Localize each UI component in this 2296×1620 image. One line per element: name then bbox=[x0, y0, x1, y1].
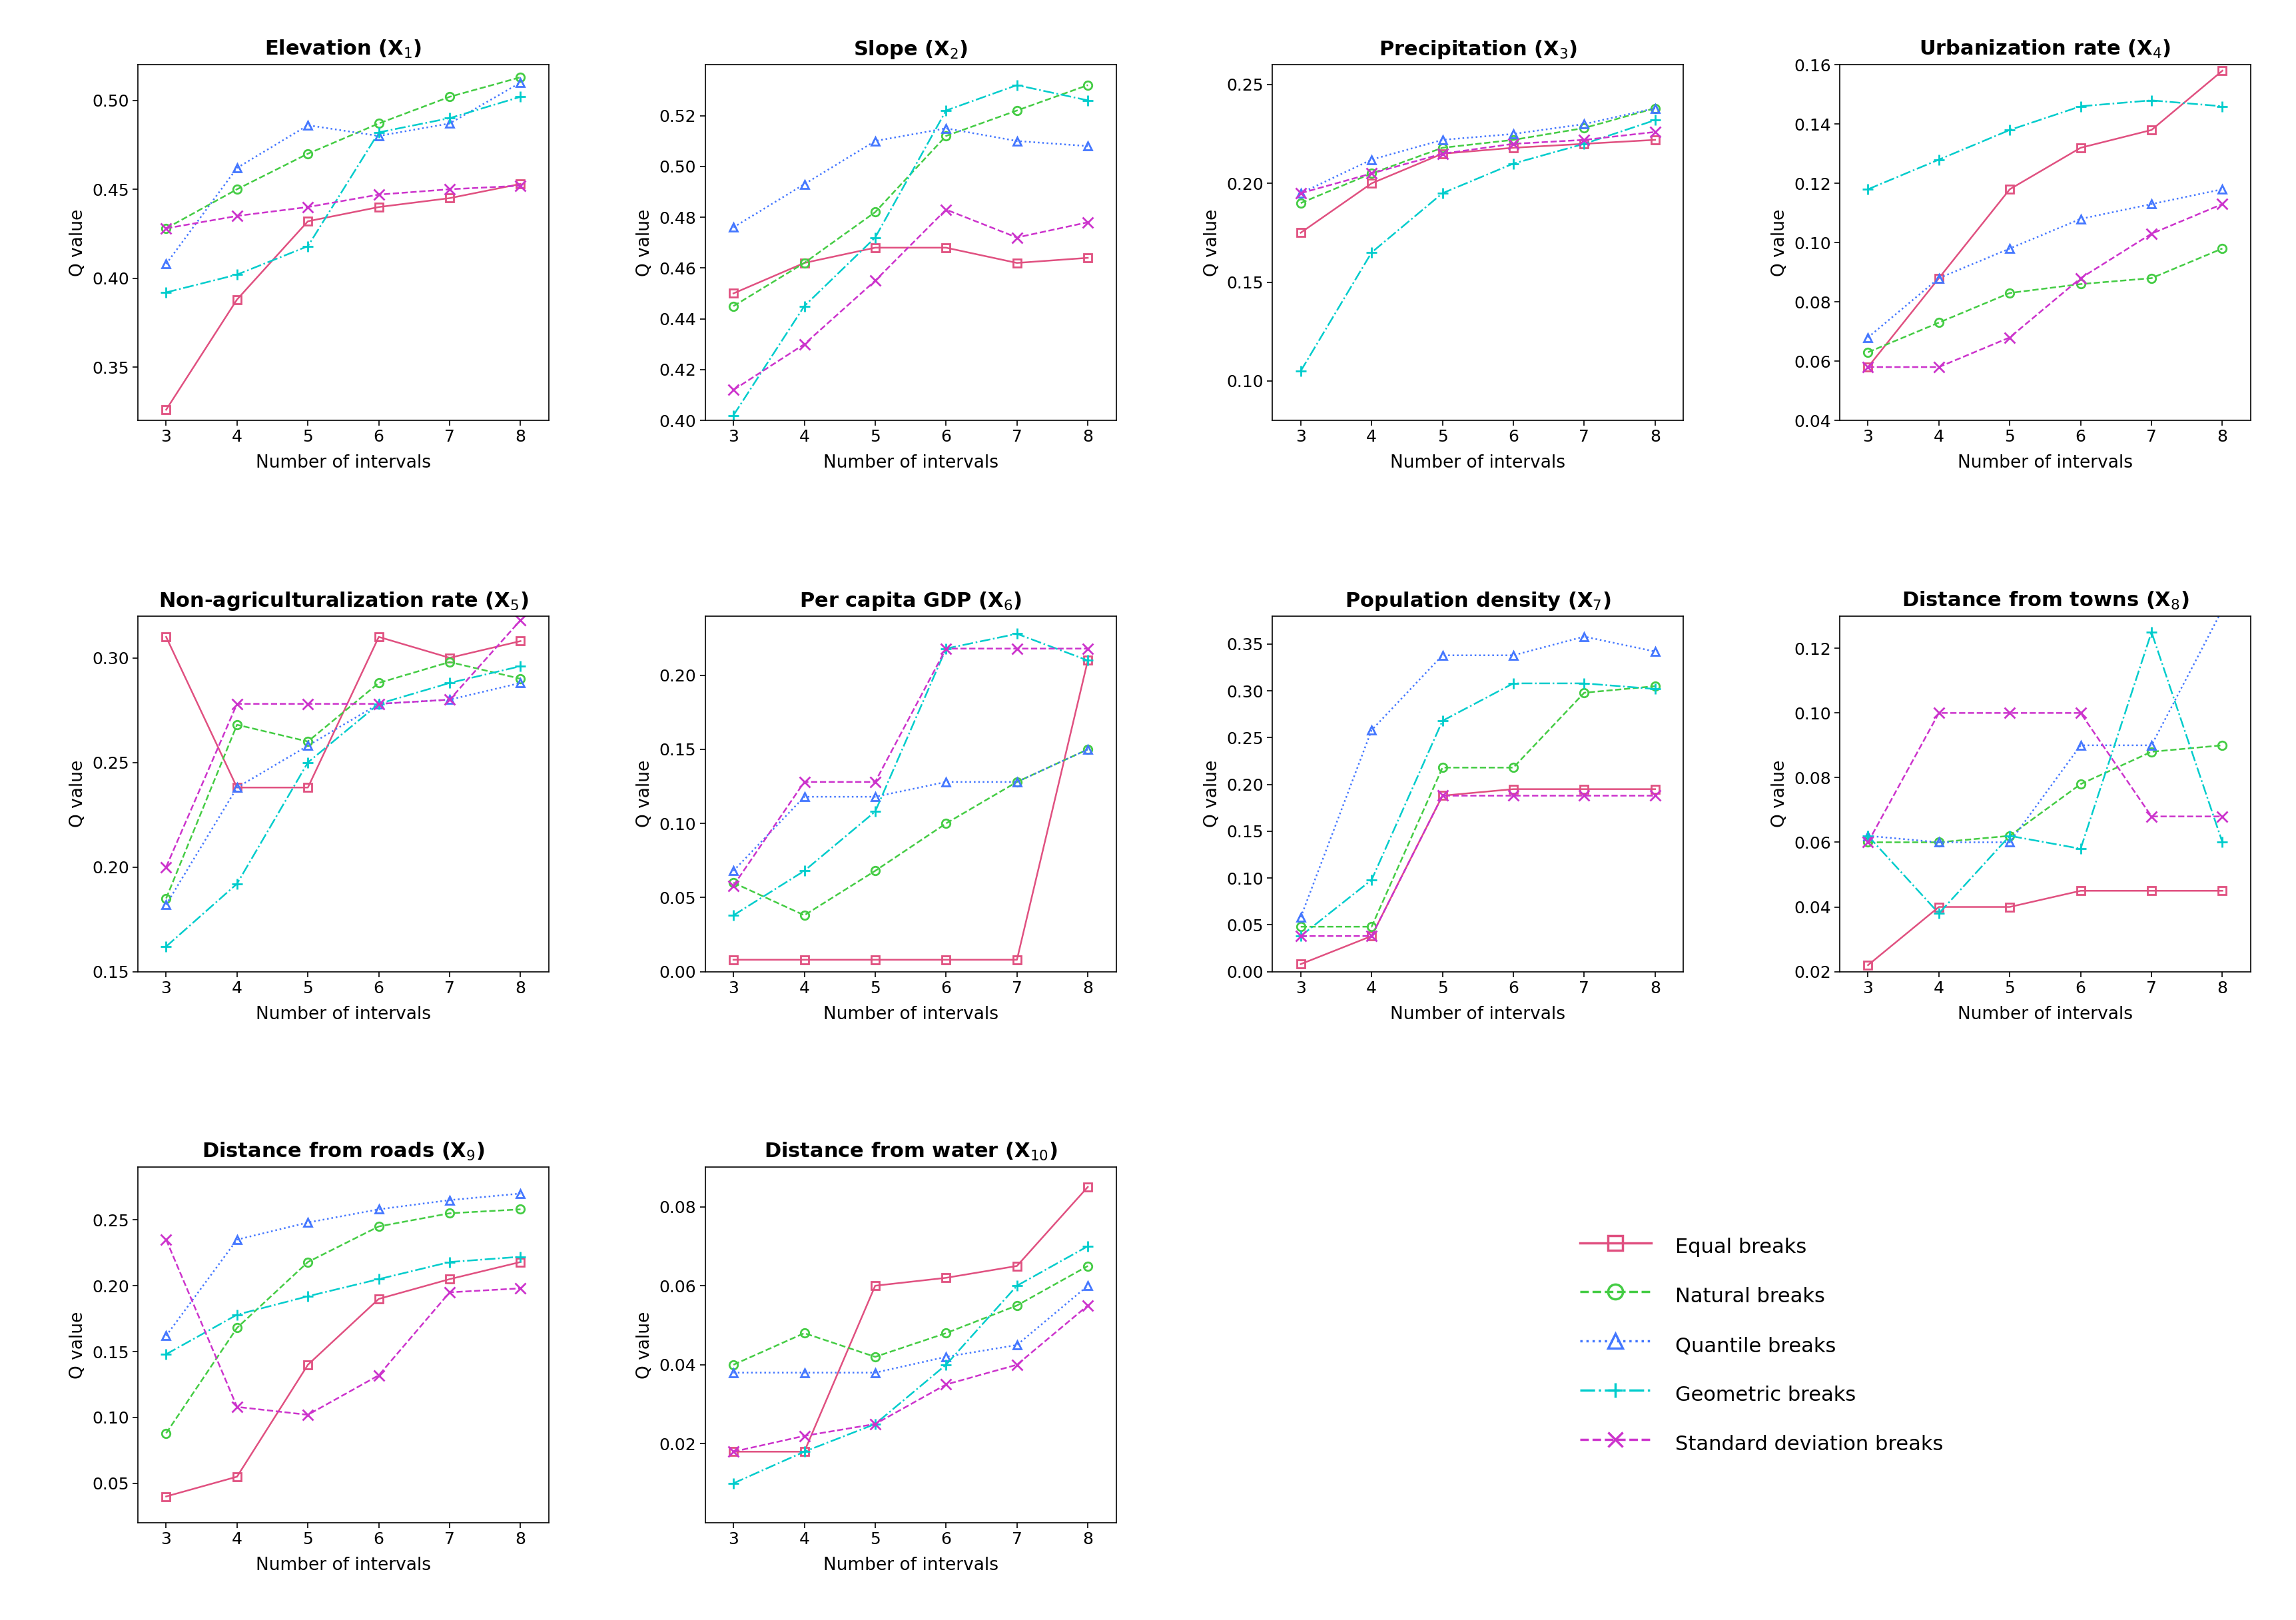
Title: Per capita GDP (X$_6$): Per capita GDP (X$_6$) bbox=[799, 590, 1022, 612]
Y-axis label: Q value: Q value bbox=[69, 760, 87, 828]
Y-axis label: Q value: Q value bbox=[1203, 760, 1221, 828]
Title: Elevation (X$_1$): Elevation (X$_1$) bbox=[264, 39, 422, 60]
Y-axis label: Q value: Q value bbox=[636, 760, 654, 828]
Y-axis label: Q value: Q value bbox=[636, 209, 654, 277]
X-axis label: Number of intervals: Number of intervals bbox=[1389, 1006, 1566, 1022]
Title: Urbanization rate (X$_4$): Urbanization rate (X$_4$) bbox=[1919, 39, 2170, 60]
Y-axis label: Q value: Q value bbox=[1770, 760, 1789, 828]
Y-axis label: Q value: Q value bbox=[1770, 209, 1789, 277]
Y-axis label: Q value: Q value bbox=[1203, 209, 1221, 277]
X-axis label: Number of intervals: Number of intervals bbox=[255, 1006, 432, 1022]
Y-axis label: Q value: Q value bbox=[69, 209, 87, 277]
Title: Distance from roads (X$_9$): Distance from roads (X$_9$) bbox=[202, 1140, 484, 1163]
X-axis label: Number of intervals: Number of intervals bbox=[822, 455, 999, 471]
Title: Slope (X$_2$): Slope (X$_2$) bbox=[854, 39, 967, 62]
X-axis label: Number of intervals: Number of intervals bbox=[822, 1557, 999, 1575]
X-axis label: Number of intervals: Number of intervals bbox=[1389, 455, 1566, 471]
Legend: Equal breaks, Natural breaks, Quantile breaks, Geometric breaks, Standard deviat: Equal breaks, Natural breaks, Quantile b… bbox=[1559, 1212, 1963, 1477]
Y-axis label: Q value: Q value bbox=[69, 1311, 87, 1379]
X-axis label: Number of intervals: Number of intervals bbox=[255, 455, 432, 471]
X-axis label: Number of intervals: Number of intervals bbox=[1956, 1006, 2133, 1022]
Title: Population density (X$_7$): Population density (X$_7$) bbox=[1345, 590, 1609, 612]
Y-axis label: Q value: Q value bbox=[636, 1311, 654, 1379]
Title: Non-agriculturalization rate (X$_5$): Non-agriculturalization rate (X$_5$) bbox=[158, 590, 528, 612]
X-axis label: Number of intervals: Number of intervals bbox=[1956, 455, 2133, 471]
Title: Precipitation (X$_3$): Precipitation (X$_3$) bbox=[1378, 39, 1577, 62]
X-axis label: Number of intervals: Number of intervals bbox=[822, 1006, 999, 1022]
X-axis label: Number of intervals: Number of intervals bbox=[255, 1557, 432, 1575]
Title: Distance from towns (X$_8$): Distance from towns (X$_8$) bbox=[1901, 590, 2188, 611]
Title: Distance from water (X$_{10}$): Distance from water (X$_{10}$) bbox=[765, 1140, 1056, 1163]
